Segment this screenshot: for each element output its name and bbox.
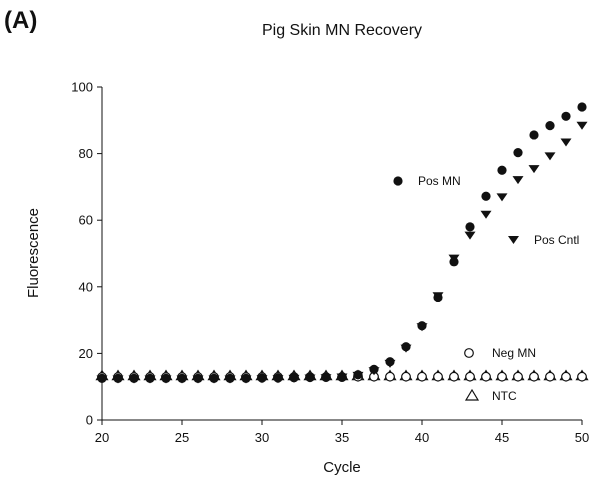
data-point: [513, 371, 523, 382]
data-point: [561, 371, 571, 382]
legend-item-pos-mn: Pos MN: [393, 174, 461, 188]
data-point: [529, 371, 539, 382]
data-point: [401, 342, 411, 352]
data-point: [273, 373, 283, 383]
legend-item-ntc: NTC: [464, 388, 517, 403]
data-point: [417, 371, 427, 382]
data-point: [129, 373, 139, 383]
data-point: [161, 373, 171, 383]
data-point: [480, 210, 492, 219]
data-point: [417, 321, 427, 331]
data-point: [401, 371, 411, 382]
legend-label-neg-mn: Neg MN: [492, 346, 536, 360]
data-point: [385, 357, 395, 367]
data-point: [497, 371, 507, 382]
series-pos-cntl: [96, 121, 588, 384]
data-marks: [95, 102, 589, 384]
data-point: [305, 372, 315, 382]
data-point: [289, 373, 299, 383]
x-axis-label: Cycle: [323, 459, 361, 476]
data-point: [497, 165, 507, 175]
legend-marker-pos-cntl: [508, 236, 519, 244]
legend: Pos MN Pos Cntl Neg MN NTC: [393, 174, 579, 403]
data-point: [465, 222, 475, 232]
data-point: [529, 130, 539, 140]
data-point: [321, 372, 331, 382]
data-point: [177, 373, 187, 383]
legend-marker-ntc: [464, 388, 480, 401]
y-tick-label: 0: [86, 413, 93, 428]
data-point: [449, 371, 459, 382]
data-point: [209, 373, 219, 383]
data-point: [528, 165, 540, 174]
y-tick-label: 100: [71, 80, 93, 95]
data-point: [544, 152, 556, 161]
x-tick-label: 25: [175, 430, 189, 445]
data-point: [193, 373, 203, 383]
data-point: [385, 371, 395, 382]
data-point: [433, 292, 443, 303]
y-tick-label: 60: [79, 213, 93, 228]
data-point: [576, 121, 588, 130]
data-point: [545, 121, 555, 131]
x-tick-label: 30: [255, 430, 269, 445]
x-tick-label: 45: [495, 430, 509, 445]
data-point: [225, 373, 235, 383]
data-point: [561, 111, 571, 121]
legend-label-pos-mn: Pos MN: [418, 174, 461, 188]
data-point: [145, 373, 155, 383]
legend-marker-pos-mn: [393, 176, 403, 186]
data-point: [481, 371, 491, 382]
data-point: [496, 193, 508, 202]
legend-item-pos-cntl: Pos Cntl: [508, 233, 579, 247]
y-tick-label: 80: [79, 146, 93, 161]
legend-label-pos-cntl: Pos Cntl: [534, 233, 579, 247]
data-point: [560, 138, 572, 147]
data-point: [433, 371, 443, 382]
data-point: [577, 371, 587, 382]
data-point: [481, 191, 491, 201]
data-point: [113, 373, 123, 383]
series-pos-mn: [97, 102, 587, 383]
x-tick-label: 35: [335, 430, 349, 445]
x-tick-label: 20: [95, 430, 109, 445]
data-point: [337, 372, 347, 382]
data-point: [512, 176, 524, 185]
legend-marker-neg-mn: [464, 348, 474, 358]
data-point: [545, 371, 555, 382]
data-point: [241, 373, 251, 383]
chart-title: Pig Skin MN Recovery: [262, 22, 422, 39]
y-axis-label: Fluorescence: [25, 208, 42, 298]
data-point: [577, 102, 587, 112]
legend-label-ntc: NTC: [492, 389, 517, 403]
data-point: [464, 231, 476, 240]
data-point: [465, 371, 475, 382]
data-point: [353, 370, 363, 380]
data-point: [369, 364, 379, 374]
panel-label: (A): [4, 7, 37, 34]
data-point: [257, 373, 267, 383]
data-point: [97, 373, 107, 383]
legend-item-neg-mn: Neg MN: [464, 346, 536, 360]
data-point: [513, 148, 523, 158]
x-tick-label: 40: [415, 430, 429, 445]
data-point: [449, 257, 459, 267]
y-tick-label: 40: [79, 279, 93, 294]
y-tick-label: 20: [79, 346, 93, 361]
x-tick-label: 50: [575, 430, 589, 445]
